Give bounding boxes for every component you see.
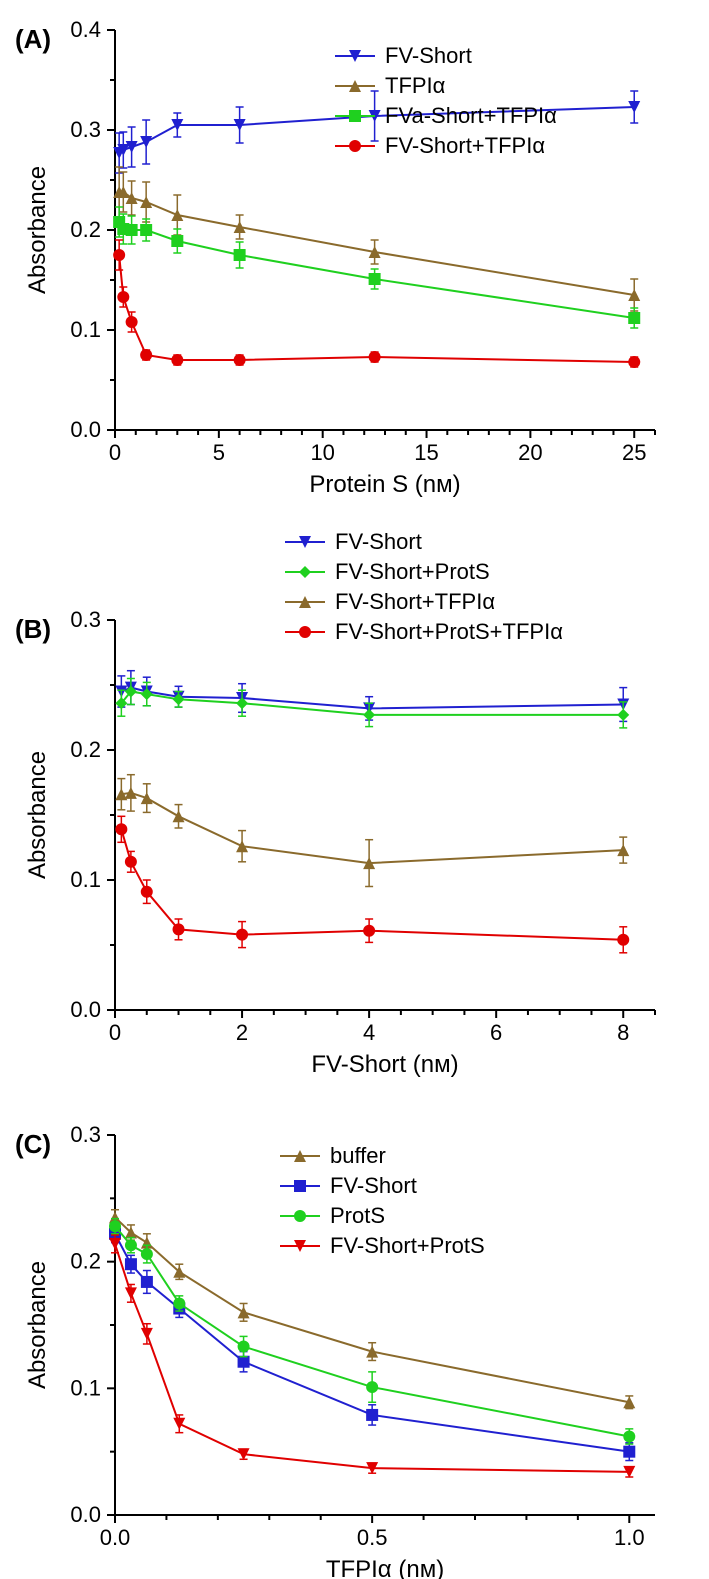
svg-text:0.2: 0.2: [70, 737, 101, 762]
svg-text:(C): (C): [15, 1129, 51, 1159]
svg-text:6: 6: [490, 1020, 502, 1045]
svg-text:8: 8: [617, 1020, 629, 1045]
svg-text:1.0: 1.0: [614, 1525, 645, 1550]
svg-text:FV-Short: FV-Short: [335, 529, 422, 554]
legend-item-buffer: buffer: [280, 1143, 386, 1168]
svg-text:25: 25: [622, 440, 646, 465]
svg-text:0.3: 0.3: [70, 117, 101, 142]
legend-item-FV-Short+TFPIα: FV-Short+TFPIα: [335, 133, 545, 158]
svg-text:0.3: 0.3: [70, 607, 101, 632]
svg-text:(A): (A): [15, 24, 51, 54]
panel-C: 0.0 0.1 0.2 0.3 0.0 0.5 1.0 Absorbance TFPIα (nᴍ…: [15, 1122, 655, 1579]
legend-item-FV-Short: FV-Short: [280, 1173, 417, 1198]
svg-text:FV-Short: FV-Short: [330, 1173, 417, 1198]
svg-text:Absorbance: Absorbance: [24, 751, 51, 879]
legend-item-FV-Short+TFPIα: FV-Short+TFPIα: [285, 589, 495, 614]
svg-text:4: 4: [363, 1020, 375, 1045]
svg-text:(B): (B): [15, 614, 51, 644]
svg-text:10: 10: [310, 440, 334, 465]
svg-text:TFPIα: TFPIα: [385, 73, 446, 98]
legend-item-FV-Short+ProtS: FV-Short+ProtS: [285, 559, 490, 584]
panel-B: 0.0 0.1 0.2 0.3 0 2 4 6 8 Absorbance FV-Short (nᴍ)…: [15, 529, 655, 1078]
svg-text:FV-Short: FV-Short: [385, 43, 472, 68]
svg-text:0.3: 0.3: [70, 1122, 101, 1147]
panel-A: 0.0 0.1 0.2 0.3 0.4 0 5 10 15 20 25 Absorbance Prote…: [15, 17, 655, 498]
svg-text:0.1: 0.1: [70, 317, 101, 342]
svg-text:ProtS: ProtS: [330, 1203, 385, 1228]
legend-item-FVa-Short+TFPIα: FVa-Short+TFPIα: [335, 103, 557, 128]
svg-text:FV-Short+TFPIα: FV-Short+TFPIα: [335, 589, 495, 614]
svg-text:buffer: buffer: [330, 1143, 386, 1168]
chart-svg: 0.00.10.20.30.40510152025AbsorbanceProte…: [0, 0, 709, 1579]
legend-item-ProtS: ProtS: [280, 1203, 385, 1228]
svg-text:FV-Short+ProtS: FV-Short+ProtS: [330, 1233, 485, 1258]
svg-text:FV-Short+ProtS+TFPIα: FV-Short+ProtS+TFPIα: [335, 619, 563, 644]
figure: 0.00.10.20.30.40510152025AbsorbanceProte…: [0, 0, 709, 1579]
svg-text:0.1: 0.1: [70, 867, 101, 892]
svg-text:0.5: 0.5: [357, 1525, 388, 1550]
svg-text:TFPIα (nᴍ): TFPIα (nᴍ): [326, 1556, 444, 1579]
legend-item-FV-Short: FV-Short: [335, 43, 472, 68]
legend-item-FV-Short+ProtS+TFPIα: FV-Short+ProtS+TFPIα: [285, 619, 563, 644]
svg-text:5: 5: [213, 440, 225, 465]
svg-text:0: 0: [109, 440, 121, 465]
svg-text:0.4: 0.4: [70, 17, 101, 42]
svg-text:15: 15: [414, 440, 438, 465]
svg-text:FV-Short+TFPIα: FV-Short+TFPIα: [385, 133, 545, 158]
svg-text:Absorbance: Absorbance: [24, 1261, 51, 1389]
svg-text:FVa-Short+TFPIα: FVa-Short+TFPIα: [385, 103, 557, 128]
svg-text:0: 0: [109, 1020, 121, 1045]
svg-text:0.0: 0.0: [70, 1502, 101, 1527]
svg-text:Protein S (nᴍ): Protein S (nᴍ): [309, 471, 460, 498]
svg-text:0.0: 0.0: [100, 1525, 131, 1550]
legend-item-TFPIα: TFPIα: [335, 73, 446, 98]
svg-text:20: 20: [518, 440, 542, 465]
svg-text:0.0: 0.0: [70, 417, 101, 442]
legend-item-FV-Short: FV-Short: [285, 529, 422, 554]
svg-text:FV-Short (nᴍ): FV-Short (nᴍ): [311, 1051, 458, 1078]
svg-text:0.2: 0.2: [70, 1249, 101, 1274]
svg-text:FV-Short+ProtS: FV-Short+ProtS: [335, 559, 490, 584]
svg-text:0.0: 0.0: [70, 997, 101, 1022]
svg-text:0.2: 0.2: [70, 217, 101, 242]
svg-text:2: 2: [236, 1020, 248, 1045]
svg-text:Absorbance: Absorbance: [24, 166, 51, 294]
legend-item-FV-Short+ProtS: FV-Short+ProtS: [280, 1233, 485, 1258]
svg-text:0.1: 0.1: [70, 1375, 101, 1400]
